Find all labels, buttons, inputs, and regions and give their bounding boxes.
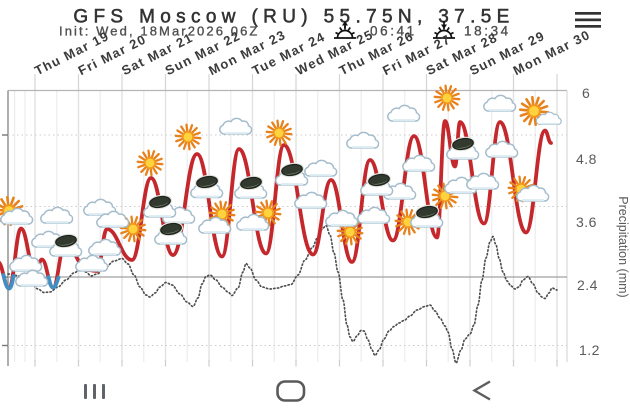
svg-text:Init: Wed, 18Mar2026 06Z: Init: Wed, 18Mar2026 06Z	[59, 24, 259, 39]
svg-text:Precipitation (mm): Precipitation (mm)	[616, 196, 630, 297]
svg-text:06:41: 06:41	[370, 24, 417, 39]
svg-text:1.2: 1.2	[579, 342, 600, 358]
svg-text:18:34: 18:34	[464, 24, 511, 39]
svg-text:2.4: 2.4	[577, 277, 598, 293]
svg-text:4.8: 4.8	[576, 151, 597, 167]
svg-text:6: 6	[582, 85, 590, 101]
svg-text:GFS Moscow (RU) 55.75N, 37.5E: GFS Moscow (RU) 55.75N, 37.5E	[73, 7, 514, 28]
svg-text:3.6: 3.6	[576, 214, 597, 230]
